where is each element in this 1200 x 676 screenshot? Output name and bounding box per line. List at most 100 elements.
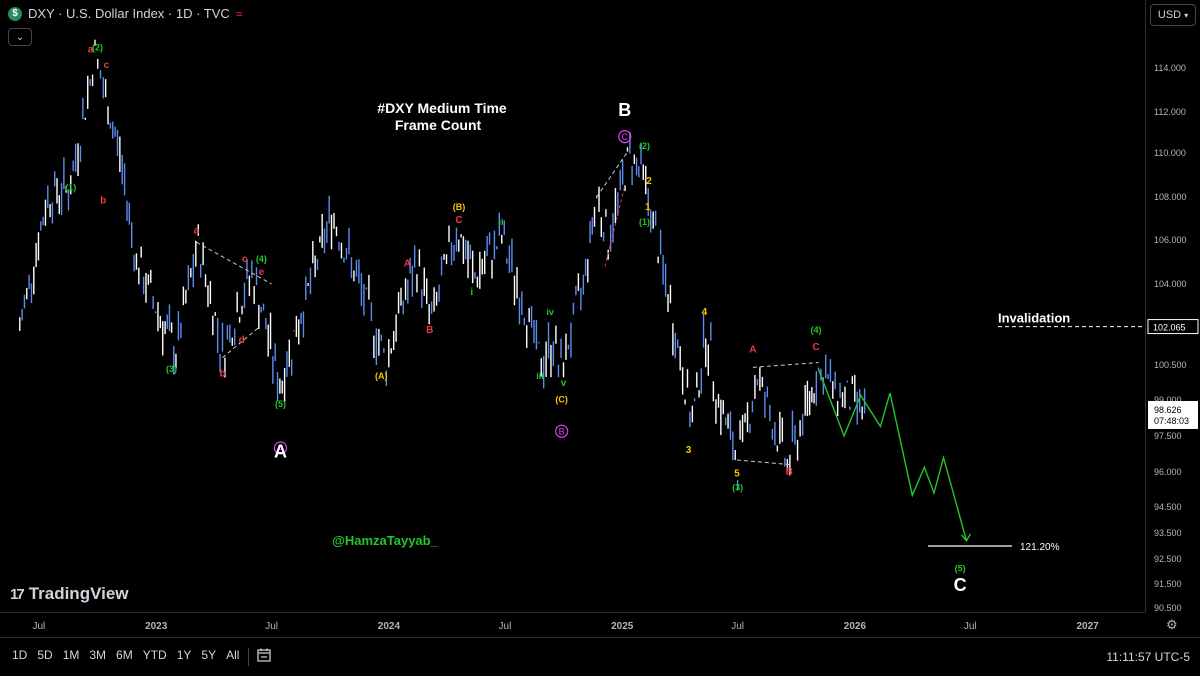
trend-line	[222, 327, 259, 358]
wave-label: 3	[686, 445, 692, 456]
time-tick: 2023	[145, 621, 168, 632]
wave-label: 4	[702, 307, 708, 318]
price-tick: 90.500	[1154, 603, 1182, 612]
price-axis[interactable]: 114.000 112.000 110.000 108.000 106.000 104.0…	[1145, 0, 1200, 612]
major-wave-label: B	[618, 100, 631, 120]
chart-area[interactable]: Invalidation 121.20% (1) a (2) c b a b c (4) e d (3)(…	[0, 0, 1145, 612]
wave-label: C	[622, 132, 629, 142]
wave-label: c	[104, 60, 110, 71]
symbol-legend: $ DXY · U.S. Dollar Index · 1D · TVC ≈	[8, 6, 242, 21]
wave-label: d	[239, 335, 245, 346]
currency-button[interactable]: USD ▾	[1150, 4, 1196, 26]
range-button-3m[interactable]: 3M	[89, 648, 107, 662]
price-tick: 114.000	[1154, 63, 1186, 73]
market-wave-icon: ≈	[235, 6, 243, 21]
trend-line	[604, 185, 626, 267]
calendar-range-icon[interactable]	[256, 647, 272, 663]
invalidation-price-box	[1147, 319, 1199, 335]
legend-collapse-button[interactable]: ⌄	[8, 28, 32, 46]
target-label: 121.20%	[1020, 542, 1060, 553]
wave-label: B	[786, 466, 793, 477]
range-button-5d[interactable]: 5D	[37, 648, 53, 662]
wave-label: B	[426, 325, 433, 336]
price-tick: 92.500	[1154, 554, 1182, 564]
time-tick: Jul	[731, 621, 744, 632]
wave-label: A	[404, 258, 411, 269]
wave-label: 1	[645, 202, 651, 213]
gear-icon[interactable]: ⚙	[1166, 617, 1178, 632]
range-button-1m[interactable]: 1M	[62, 648, 80, 662]
wave-label: i	[470, 287, 473, 298]
time-tick: Jul	[32, 621, 45, 632]
major-wave-label: C	[954, 575, 967, 595]
price-tick: 91.500	[1154, 579, 1182, 589]
range-button-1y[interactable]: 1Y	[176, 648, 192, 662]
time-tick: 2024	[378, 621, 401, 632]
wave-label: (B)	[453, 202, 466, 212]
bottom-toolbar: 1D 5D 1M 3M 6M YTD 1Y 5Y All 11:11:57 UTC-5	[0, 637, 1200, 676]
wave-label: 5	[734, 469, 740, 480]
time-axis[interactable]: Jul 2023 Jul 2024 Jul 2025 Jul 2026 Jul 2027	[0, 612, 1145, 637]
trend-line	[196, 241, 272, 285]
annotation-title: #DXY Medium Time	[377, 100, 507, 116]
last-price-box	[1148, 400, 1198, 429]
range-buttons: 1D 5D 1M 3M 6M YTD 1Y 5Y All	[12, 648, 239, 662]
clock-display[interactable]: 11:11:57 UTC-5	[1106, 650, 1190, 664]
trend-line	[736, 459, 793, 466]
time-tick: 2027	[1076, 621, 1099, 632]
wave-circle	[618, 130, 632, 144]
wave-label: B	[559, 427, 565, 437]
time-tick: 2026	[844, 621, 867, 632]
chevron-down-icon: ▾	[1184, 10, 1189, 20]
range-button-ytd[interactable]: YTD	[142, 648, 167, 662]
wave-label: e	[259, 267, 265, 278]
wave-label: iv	[546, 307, 554, 317]
wave-label: A	[278, 444, 284, 454]
wave-label: 2	[646, 176, 652, 187]
wave-label: (2)	[639, 141, 650, 151]
projection-arrowhead	[960, 533, 972, 543]
wave-label: c	[242, 254, 248, 265]
dollar-icon: $	[8, 6, 22, 21]
author-handle: @HamzaTayyab_	[332, 533, 438, 548]
range-button-6m[interactable]: 6M	[116, 648, 133, 662]
wave-circle	[555, 424, 569, 438]
chevron-down-icon: ⌄	[15, 31, 25, 43]
wave-label: (4)	[256, 254, 267, 264]
price-tick: 112.000	[1154, 107, 1186, 117]
projection-path	[817, 369, 968, 541]
price-tick: 97.500	[1154, 431, 1182, 441]
range-button-5y[interactable]: 5Y	[201, 648, 217, 662]
tv-logo-icon: 17	[10, 585, 25, 603]
range-button-all[interactable]: All	[226, 648, 240, 662]
wave-label: (5)	[955, 564, 966, 574]
candle-countdown: 07:48:03	[1154, 416, 1189, 426]
wave-label: b	[219, 369, 225, 380]
tradingview-logo: 17 TradingView	[10, 584, 129, 604]
symbol-title[interactable]: DXY · U.S. Dollar Index · 1D · TVC	[28, 6, 230, 21]
price-tick: 100.500	[1154, 360, 1187, 370]
annotation-subtitle: Frame Count	[395, 117, 482, 133]
invalidation-label: Invalidation	[998, 311, 1070, 326]
range-button-1d[interactable]: 1D	[12, 648, 28, 662]
price-tick: 108.000	[1154, 192, 1187, 202]
price-tick: 106.000	[1154, 235, 1187, 245]
wave-label: (2)	[92, 42, 103, 52]
trend-line	[596, 152, 628, 198]
wave-label: (5)	[275, 399, 286, 409]
wave-label: C	[812, 342, 819, 353]
wave-label: (4)	[811, 325, 822, 335]
wave-label: (C)	[555, 394, 568, 404]
wave-label: a	[194, 226, 200, 237]
wave-circle	[273, 441, 288, 455]
time-tick: Jul	[499, 621, 512, 632]
wave-label: a	[88, 45, 94, 56]
price-tick: 94.500	[1154, 502, 1182, 512]
wave-label: b	[100, 195, 106, 206]
trend-line	[752, 362, 819, 368]
wave-label: ii	[499, 217, 504, 227]
last-price: 98.626	[1154, 405, 1182, 415]
wave-label: (3)	[166, 364, 177, 374]
price-tick: 99.000	[1154, 395, 1182, 405]
